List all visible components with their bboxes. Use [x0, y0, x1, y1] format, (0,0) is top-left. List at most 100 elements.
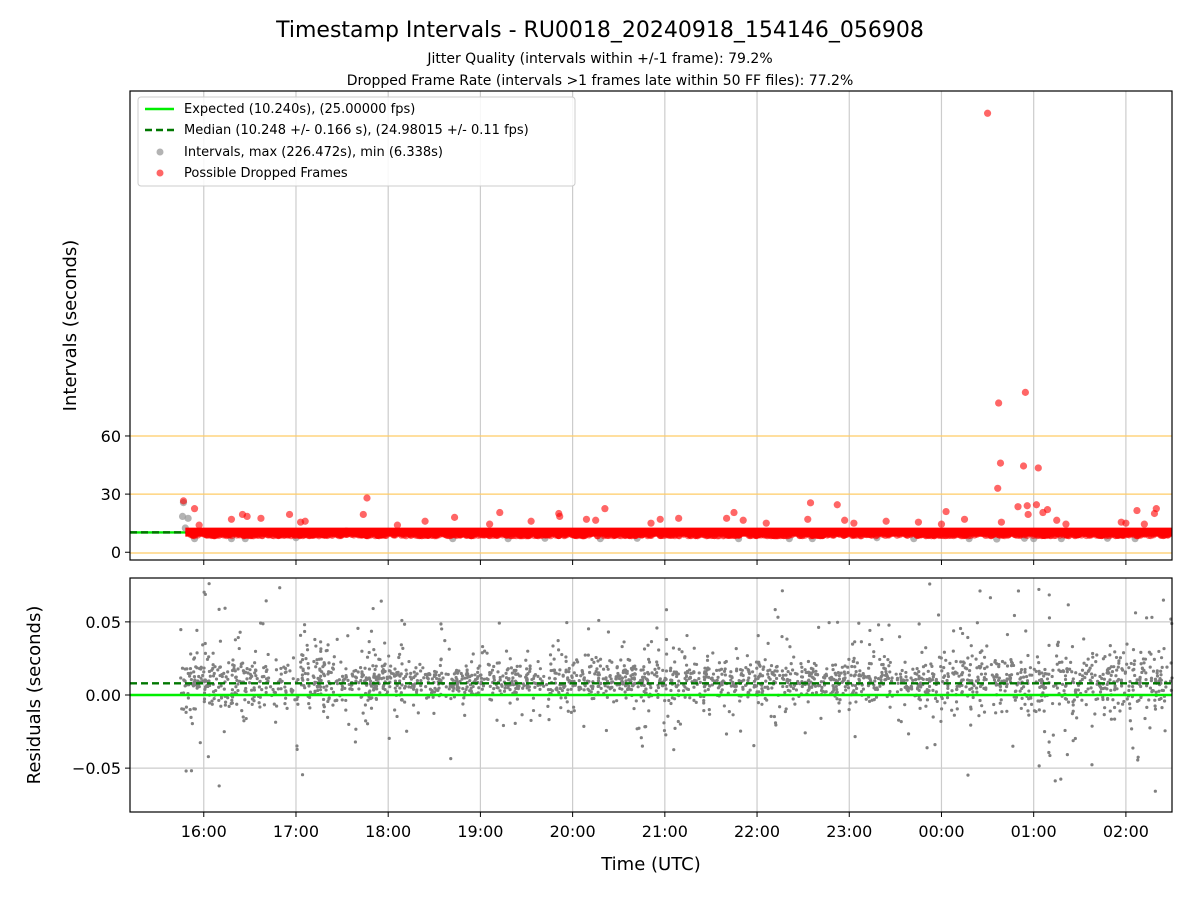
residual-point [379, 599, 383, 603]
residual-point [681, 689, 686, 693]
residual-point [572, 709, 576, 713]
residual-point [773, 607, 777, 612]
residual-point [1088, 678, 1092, 682]
residual-point [1025, 679, 1030, 683]
residual-point [817, 625, 821, 630]
residual-point [998, 701, 1002, 705]
residual-point [1160, 688, 1164, 692]
residual-point [319, 649, 323, 653]
residual-point [516, 672, 520, 676]
residual-point [322, 663, 326, 667]
residual-point [1016, 589, 1021, 593]
residual-point [315, 684, 319, 688]
residual-point [226, 670, 230, 674]
residual-point [589, 690, 593, 694]
residual-point [1109, 665, 1113, 669]
residual-point [235, 678, 239, 682]
residual-point [1007, 677, 1011, 681]
residual-point [1148, 665, 1152, 669]
residual-point [864, 697, 868, 701]
residual-point [931, 688, 935, 692]
residual-point [1071, 703, 1075, 707]
residual-point [236, 635, 240, 640]
residual-point [944, 658, 948, 662]
residual-point [825, 667, 829, 671]
residual-point [394, 689, 398, 693]
residual-point [592, 660, 596, 664]
residual-point [274, 668, 279, 672]
residual-point [906, 732, 911, 736]
residual-point [549, 668, 553, 673]
residual-point [322, 685, 326, 689]
residual-point [183, 679, 187, 683]
residual-point [308, 706, 312, 710]
residual-point [684, 674, 689, 679]
residual-point [463, 690, 467, 694]
dropped-frame-point [882, 517, 890, 525]
residual-point [1066, 700, 1071, 704]
residual-point [1057, 660, 1062, 665]
residual-point [344, 708, 348, 712]
residual-point [814, 669, 818, 673]
residual-point [322, 709, 326, 714]
residual-point [226, 696, 230, 700]
residual-point [455, 677, 459, 682]
residual-point [703, 666, 707, 670]
residuals-y-axis-label: Residuals (seconds) [24, 606, 45, 785]
residual-point [647, 660, 652, 664]
residual-point [780, 676, 785, 680]
residual-point [556, 638, 560, 643]
residual-point [610, 660, 614, 664]
residual-point [1047, 616, 1052, 620]
residual-point [1116, 665, 1120, 669]
residual-point [1106, 671, 1110, 675]
residual-point [202, 700, 206, 704]
residual-point [620, 676, 624, 680]
residual-point [534, 681, 538, 685]
residual-point [1055, 662, 1059, 666]
residual-point [982, 710, 987, 714]
residual-point [1018, 689, 1022, 693]
dropped-frame-point [582, 515, 591, 523]
residual-point [598, 664, 602, 668]
residual-point [776, 615, 780, 619]
interval-point [184, 514, 192, 522]
residual-point [1084, 663, 1089, 667]
residual-point [697, 677, 701, 681]
residual-point [326, 643, 330, 647]
residual-point [1038, 685, 1042, 689]
residual-point [946, 674, 951, 679]
residual-point [518, 674, 523, 678]
dropped-frame-point [524, 532, 532, 540]
residual-point [1048, 753, 1052, 758]
residual-point [1144, 678, 1148, 682]
residual-point [239, 664, 243, 669]
residual-point [1131, 688, 1135, 692]
dropped-frame-point [806, 499, 815, 507]
residual-point [278, 586, 282, 590]
residual-point [722, 669, 727, 673]
residual-point [1143, 716, 1147, 721]
residual-point [468, 675, 472, 679]
residual-point [1043, 667, 1047, 672]
residual-point [1139, 650, 1143, 655]
residual-point [359, 695, 363, 699]
residual-point [644, 724, 648, 729]
residual-point [319, 657, 323, 661]
residual-point [327, 661, 331, 665]
residual-point [1094, 697, 1098, 702]
residual-point [513, 721, 517, 725]
residual-point [729, 678, 733, 682]
residual-point [664, 733, 668, 737]
residual-point [844, 688, 848, 692]
dropped-frame-point [1117, 530, 1125, 538]
residual-point [473, 673, 477, 677]
residual-point [992, 678, 997, 682]
residual-point [1127, 688, 1131, 693]
residual-point [922, 672, 926, 676]
dropped-frame-point [257, 514, 265, 522]
residual-point [350, 687, 354, 692]
residual-point [835, 687, 839, 692]
residual-point [447, 687, 451, 691]
residual-point [655, 660, 659, 664]
